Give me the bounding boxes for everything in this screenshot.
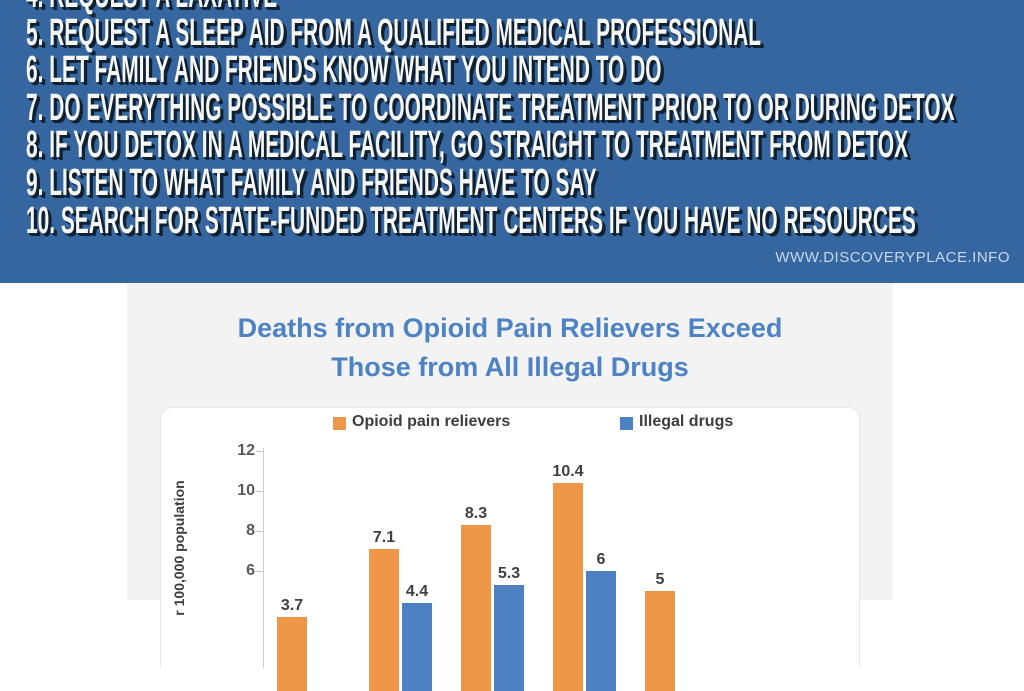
legend-swatch-opioid	[333, 417, 346, 430]
bar-opioid-2	[369, 549, 399, 691]
bar-illegal-4-label: 6	[596, 551, 606, 568]
bar-opioid-3	[461, 525, 491, 691]
tips-banner: 10. SEARCH FOR STATE-FUNDED TREATMENT CE…	[0, 0, 1024, 283]
bar-opioid-2-label: 7.1	[372, 529, 396, 546]
bar-illegal-3	[494, 585, 524, 691]
bar-opioid-4-label: 10.4	[552, 463, 584, 480]
y-tick-label-6: 6	[246, 562, 255, 579]
bar-opioid-1	[277, 617, 307, 691]
y-tick-mark-6	[256, 571, 263, 572]
tip-line-8: 8. IF YOU DETOX IN A MEDICAL FACILITY, G…	[26, 124, 909, 166]
y-tick-label-12: 12	[237, 442, 255, 459]
bar-opioid-5-label: 5	[655, 571, 665, 588]
chart-title-line1: Deaths from Opioid Pain Relievers Exceed	[237, 313, 783, 343]
y-tick-label-10: 10	[237, 482, 255, 499]
legend-label-opioid: Opioid pain relievers	[352, 413, 511, 430]
y-tick-mark-10	[256, 491, 263, 492]
y-tick-mark-8	[256, 531, 263, 532]
y-axis-line	[263, 448, 264, 668]
legend-label-illegal: Illegal drugs	[639, 413, 734, 430]
tip-line-10: 10. SEARCH FOR STATE-FUNDED TREATMENT CE…	[26, 200, 916, 242]
legend-swatch-illegal	[620, 417, 633, 430]
bar-illegal-2-label: 4.4	[405, 583, 429, 600]
y-tick-label-8: 8	[246, 522, 255, 539]
tip-line-4: 4. REQUEST A LAXATIVE	[26, 0, 277, 14]
tip-line-9: 9. LISTEN TO WHAT FAMILY AND FRIENDS HAV…	[26, 162, 597, 204]
bar-opioid-3-label: 8.3	[464, 505, 488, 522]
bar-illegal-3-label: 5.3	[497, 565, 521, 582]
bar-illegal-4	[586, 571, 616, 691]
y-tick-mark-12	[256, 451, 263, 452]
bar-opioid-4	[553, 483, 583, 691]
watermark-url: WWW.DISCOVERYPLACE.INFO	[775, 249, 1010, 266]
tip-line-6: 6. LET FAMILY AND FRIENDS KNOW WHAT YOU …	[26, 49, 662, 91]
chart-title-line2: Those from All Illegal Drugs	[331, 352, 689, 382]
tip-line-7: 7. DO EVERYTHING POSSIBLE TO COORDINATE …	[26, 87, 955, 129]
chart-panel: Opioid pain relievers Illegal drugs r 10…	[160, 407, 860, 691]
y-axis-title: r 100,000 population	[171, 480, 187, 616]
bar-illegal-2	[402, 603, 432, 691]
tip-line-5: 5. REQUEST A SLEEP AID FROM A QUALIFIED …	[26, 12, 762, 54]
chart-image-area: Deaths from Opioid Pain Relievers Exceed…	[127, 283, 893, 691]
bar-opioid-5	[645, 591, 675, 691]
